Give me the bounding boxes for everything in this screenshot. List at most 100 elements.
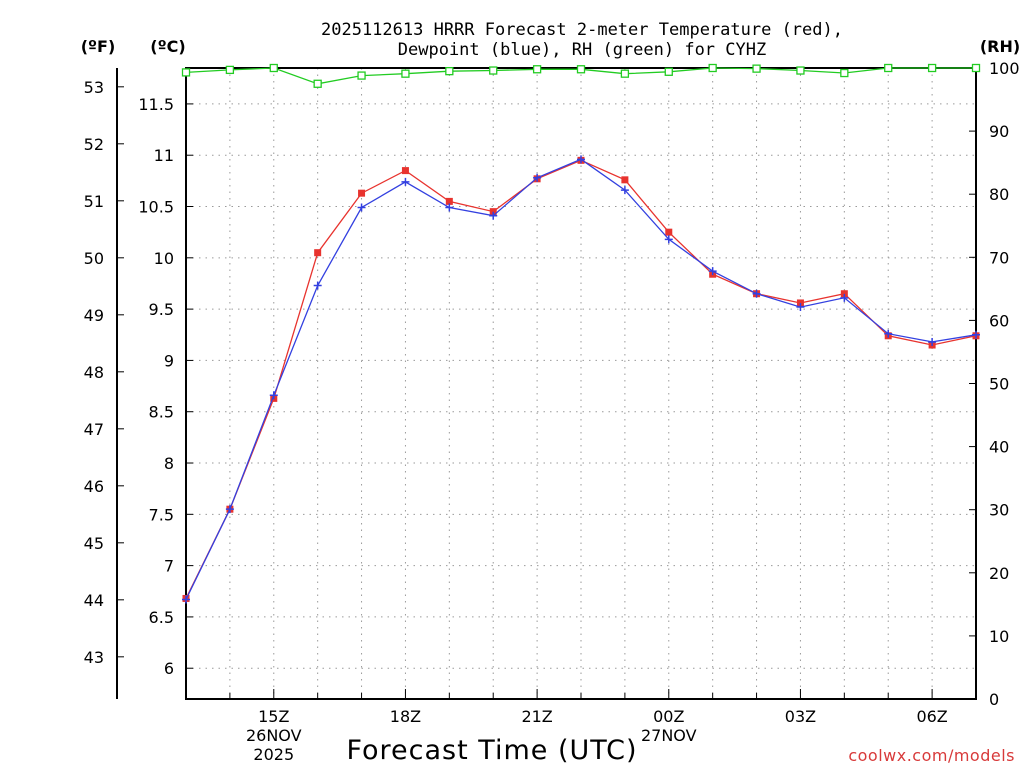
- celsius-tick-label: 9: [164, 351, 174, 370]
- celsius-tick-label: 9.5: [149, 300, 174, 319]
- rh-point: [927, 63, 937, 73]
- rh-point: [269, 63, 278, 73]
- rh-point: [884, 63, 893, 73]
- celsius-tick-label: 11: [154, 146, 174, 165]
- temperature-line: [185, 159, 977, 599]
- celsius-tick-label: 8: [164, 454, 174, 473]
- x-tick-label: 06Z: [916, 707, 947, 726]
- fahrenheit-unit-label: (ºF): [81, 37, 116, 56]
- temperature-point: [621, 176, 629, 184]
- fahrenheit-tick-label: 43: [84, 648, 104, 667]
- rh-unit-label: (RH): [980, 37, 1020, 56]
- fahrenheit-tick-label: 46: [84, 477, 104, 496]
- celsius-tick-label: 10: [154, 249, 174, 268]
- rh-point: [576, 65, 586, 74]
- rh-point: [971, 63, 981, 73]
- temperature-point: [445, 197, 453, 205]
- x-tick-label: 21Z: [521, 707, 552, 726]
- dewpoint-point: [884, 329, 893, 338]
- rh-tick-label: 0: [989, 690, 999, 709]
- rh-tick-label: 70: [989, 248, 1009, 267]
- dewpoint-point: [225, 505, 234, 514]
- temperature-point: [665, 228, 673, 236]
- credit-link[interactable]: coolwx.com/models: [848, 746, 1015, 765]
- axes: [116, 67, 977, 700]
- x-tick-label: 26NOV: [246, 726, 302, 745]
- celsius-tick-label: 7.5: [149, 505, 174, 524]
- rh-tick-label: 90: [989, 122, 1009, 141]
- rh-tick-label: 10: [989, 627, 1009, 646]
- celsius-unit-label: (ºC): [150, 37, 185, 56]
- chart-title: 2025112613 HRRR Forecast 2-meter Tempera…: [321, 20, 843, 60]
- dewpoint-point: [533, 173, 542, 182]
- x-tick-label: 03Z: [785, 707, 816, 726]
- fahrenheit-tick-label: 53: [84, 78, 104, 97]
- dewpoint-point: [620, 186, 629, 195]
- dewpoint-point: [182, 595, 190, 604]
- rh-point: [708, 63, 717, 73]
- celsius-tick-label: 11.5: [138, 95, 174, 114]
- dewpoint-point: [577, 155, 585, 164]
- temperature-point: [401, 167, 409, 175]
- temperature-point: [796, 299, 804, 307]
- dewpoint-point: [796, 303, 805, 312]
- title-line-2: Dewpoint (blue), RH (green) for CYHZ: [398, 40, 766, 60]
- rh-tick-label: 100: [989, 59, 1020, 78]
- celsius-tick-label: 6: [164, 659, 174, 678]
- x-tick-label: 00Z: [653, 707, 684, 726]
- dewpoint-point: [664, 235, 673, 244]
- rh-point: [313, 79, 322, 88]
- title-line-1: 2025112613 HRRR Forecast 2-meter Tempera…: [321, 20, 843, 40]
- temperature-point: [489, 208, 497, 216]
- rh-tick-label: 30: [989, 501, 1009, 520]
- temperature-point: [358, 189, 366, 197]
- fahrenheit-tick-label: 44: [84, 591, 104, 610]
- fahrenheit-tick-label: 51: [84, 192, 104, 211]
- fahrenheit-tick-label: 52: [84, 135, 104, 154]
- dewpoint-point: [269, 391, 278, 400]
- x-axis-label: Forecast Time (UTC): [346, 735, 637, 766]
- dewpoint-point: [313, 281, 322, 290]
- dewpoint-point: [928, 337, 937, 346]
- tick-labels: 6 6.5 7 7.5 8 8.5 9 9.5 10 10.5 11 11.5 43 44 45 46 47 48…: [84, 59, 1020, 764]
- dewpoint-point: [489, 211, 498, 220]
- dewpoint-point: [972, 330, 980, 339]
- rh-point: [445, 67, 454, 76]
- rh-point: [664, 67, 673, 76]
- rh-point: [796, 66, 805, 75]
- rh-point: [401, 69, 410, 78]
- x-tick-label: 27NOV: [641, 726, 697, 745]
- dewpoint-point: [401, 177, 410, 186]
- rh-point: [181, 68, 191, 77]
- rh-point: [620, 69, 630, 78]
- fahrenheit-tick-label: 49: [84, 306, 104, 325]
- fahrenheit-tick-label: 45: [84, 534, 104, 553]
- rh-tick-label: 20: [989, 564, 1009, 583]
- rh-point: [489, 66, 498, 75]
- x-tick-label: 2025: [253, 745, 294, 764]
- rh-tick-label: 40: [989, 438, 1009, 457]
- celsius-tick-label: 10.5: [138, 198, 174, 217]
- fahrenheit-tick-label: 47: [84, 420, 104, 439]
- temperature-point: [840, 290, 848, 298]
- fahrenheit-tick-label: 50: [84, 249, 104, 268]
- celsius-tick-label: 8.5: [149, 403, 174, 422]
- rh-tick-label: 50: [989, 375, 1009, 394]
- celsius-tick-label: 6.5: [149, 608, 174, 627]
- rh-tick-label: 80: [989, 185, 1009, 204]
- series: [181, 63, 981, 604]
- fahrenheit-tick-label: 48: [84, 363, 104, 382]
- celsius-tick-label: 7: [164, 557, 174, 576]
- rh-point: [532, 65, 542, 74]
- rh-point: [357, 71, 366, 80]
- rh-point: [752, 64, 761, 73]
- dewpoint-point: [708, 267, 717, 276]
- x-tick-label: 18Z: [390, 707, 421, 726]
- dewpoint-point: [445, 203, 454, 212]
- rh-point: [225, 65, 235, 75]
- dewpoint-point: [357, 203, 366, 212]
- rh-tick-label: 60: [989, 311, 1009, 330]
- temperature-point: [314, 249, 322, 257]
- x-tick-label: 15Z: [258, 707, 289, 726]
